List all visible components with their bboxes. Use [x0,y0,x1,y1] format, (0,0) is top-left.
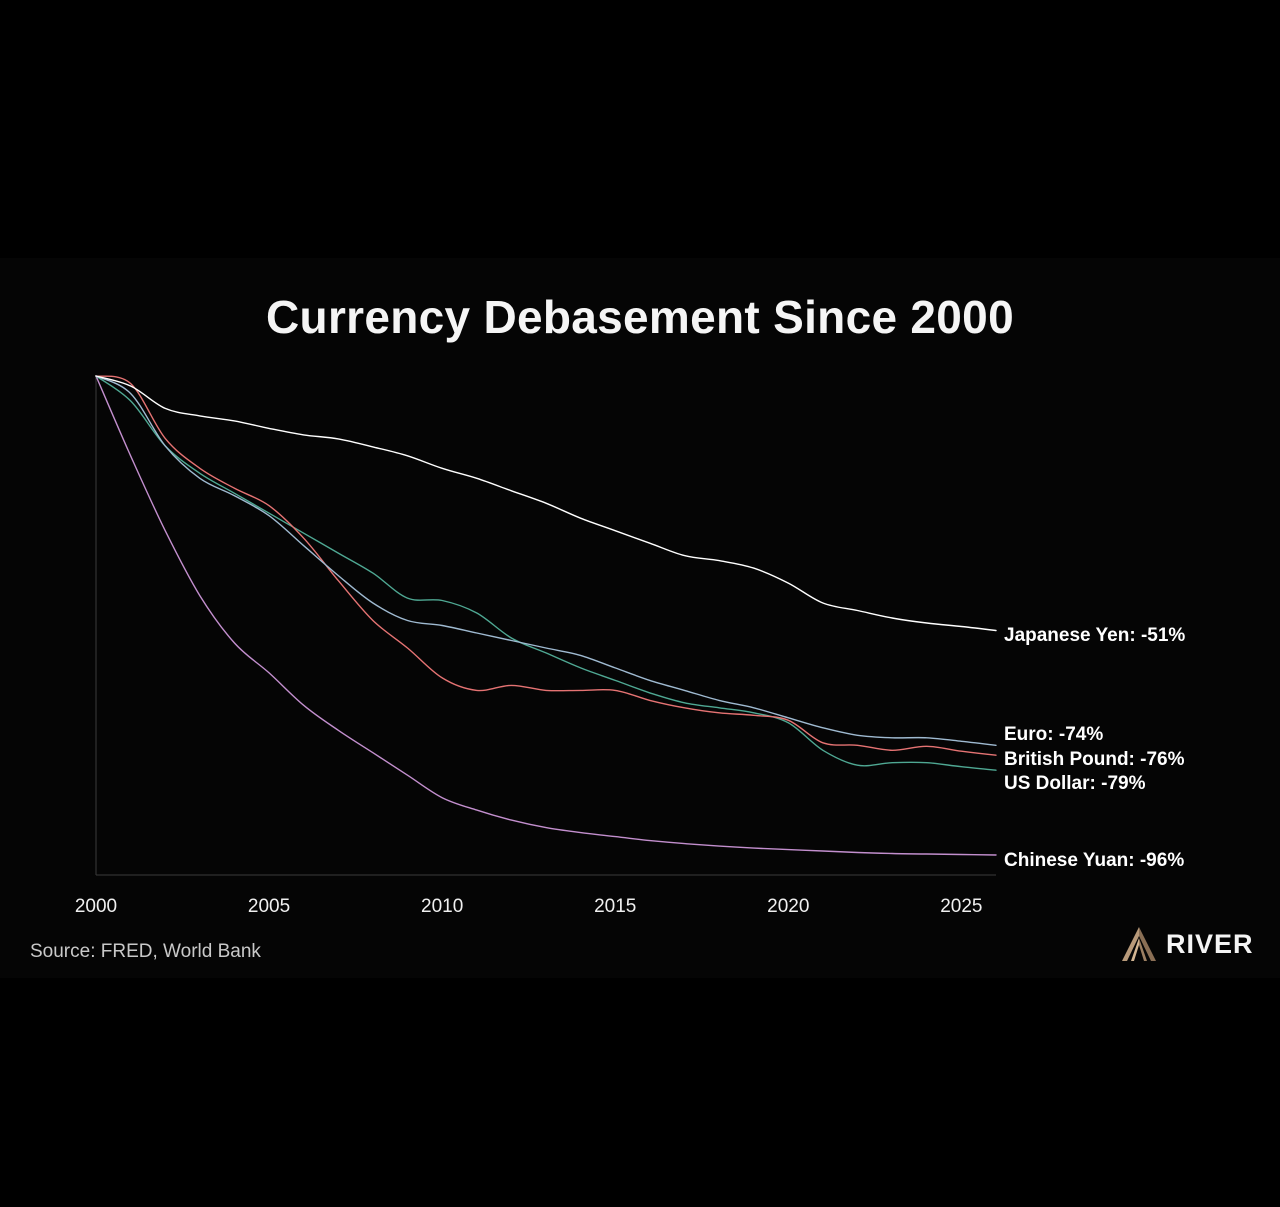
end-label-chinese-yuan: Chinese Yuan: -96% [1004,850,1184,871]
series-line-us-dollar [95,375,997,771]
series-line-euro [95,375,997,746]
chart-axes [95,376,996,876]
x-tick-labels: 2000 2005 2010 2015 2020 2025 [75,896,983,917]
x-tick-label-2015: 2015 [594,896,636,917]
x-tick-label-2025: 2025 [940,896,982,917]
brand-logo: RIVER [1120,924,1254,964]
chart-panel [0,258,1280,978]
series-layer [95,375,997,856]
x-tick-label-2010: 2010 [421,896,463,917]
series-end-labels: Japanese Yen: -51% Euro: -74% British Poun… [1004,625,1185,871]
river-mountain-icon [1122,927,1156,961]
brand-wordmark: RIVER [1166,928,1254,959]
x-tick-label-2005: 2005 [248,896,290,917]
series-line-japanese-yen [95,375,997,632]
series-line-british-pound [95,375,997,756]
end-label-us-dollar: US Dollar: -79% [1004,773,1146,794]
end-label-euro: Euro: -74% [1004,724,1103,745]
source-note: Source: FRED, World Bank [30,941,261,962]
end-label-british-pound: British Pound: -76% [1004,749,1185,770]
chart-title: Currency Debasement Since 2000 [266,291,1014,343]
x-tick-label-2000: 2000 [75,896,117,917]
end-label-japanese-yen: Japanese Yen: -51% [1004,625,1185,646]
series-line-chinese-yuan [95,375,997,856]
x-tick-label-2020: 2020 [767,896,809,917]
